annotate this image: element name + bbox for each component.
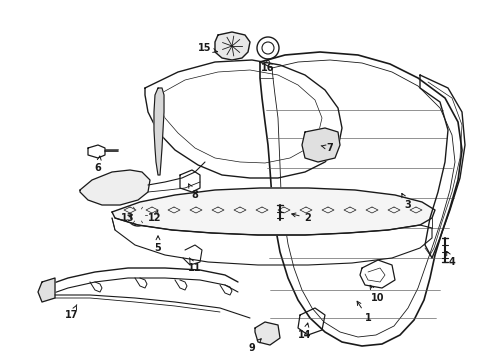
Text: 5: 5 <box>154 236 161 253</box>
Text: 2: 2 <box>291 213 311 223</box>
Text: 17: 17 <box>65 305 79 320</box>
Polygon shape <box>80 170 150 205</box>
Polygon shape <box>215 32 249 60</box>
Text: 9: 9 <box>248 339 261 353</box>
Text: 16: 16 <box>261 59 274 73</box>
Text: 12: 12 <box>148 210 162 223</box>
Polygon shape <box>154 88 163 175</box>
Polygon shape <box>302 128 339 162</box>
Polygon shape <box>112 188 434 235</box>
Text: 7: 7 <box>321 143 333 153</box>
Text: 15: 15 <box>198 43 217 53</box>
Text: 6: 6 <box>95 156 101 173</box>
Text: 13: 13 <box>121 213 135 223</box>
Text: 1: 1 <box>356 301 370 323</box>
Text: 14: 14 <box>298 323 311 340</box>
Text: 8: 8 <box>188 184 198 200</box>
Text: 3: 3 <box>401 193 410 210</box>
Text: 11: 11 <box>188 258 202 273</box>
Polygon shape <box>254 322 280 345</box>
Text: 10: 10 <box>369 285 384 303</box>
Polygon shape <box>38 278 55 302</box>
Text: 4: 4 <box>446 251 454 267</box>
